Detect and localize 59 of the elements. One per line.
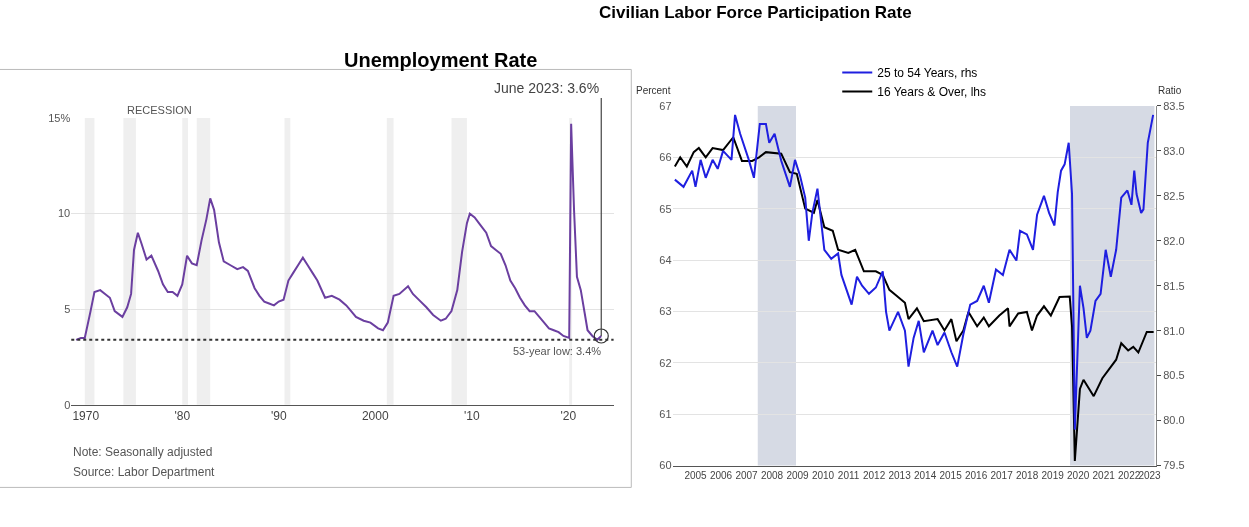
text: Note: Seasonally adjusted xyxy=(73,445,213,459)
x-tick-label: 2006 xyxy=(709,469,733,481)
y-tick-label: 64 xyxy=(659,253,672,266)
legend-label: 16 Years & Over, lhs xyxy=(877,85,986,100)
legend-label: 25 to 54 Years, rhs xyxy=(877,66,978,81)
y-axis-title: Percent xyxy=(636,85,671,96)
y-tick-label: 10 xyxy=(58,207,71,220)
x-tick-label: 2007 xyxy=(735,469,759,481)
x-tick-label: 2018 xyxy=(1016,469,1039,481)
x-tick-label: 2009 xyxy=(786,469,810,481)
y-tick-label: 65 xyxy=(659,202,672,215)
y2-tick-label: 82.5 xyxy=(1163,189,1185,202)
y2-tick-label: 79.5 xyxy=(1163,459,1185,472)
x-tick-label: 2013 xyxy=(888,469,912,481)
x-tick-label: 2023 xyxy=(1138,469,1162,481)
x-tick-label: 2015 xyxy=(939,469,963,481)
y-tick-label: 60 xyxy=(659,459,672,472)
y2-tick-label: 83.5 xyxy=(1163,99,1185,112)
x-tick-label: 2017 xyxy=(990,469,1014,481)
x-tick-label: 2008 xyxy=(760,469,784,481)
line-series xyxy=(673,113,1155,431)
source-note: Source: Labor Department xyxy=(73,465,216,479)
y-tick-label: 61 xyxy=(659,408,672,421)
x-tick-label: '20 xyxy=(560,409,577,424)
x-tick-label: 2021 xyxy=(1092,469,1116,481)
x-tick-label: 2005 xyxy=(684,469,708,481)
x-tick-label: 2000 xyxy=(361,409,389,424)
x-tick-label: '80 xyxy=(174,409,191,424)
y-tick-label: 66 xyxy=(659,151,672,164)
ref-line-label: 53-year low: 3.4% xyxy=(513,345,602,357)
x-tick-label: 2010 xyxy=(811,469,835,481)
x-tick-label: 2014 xyxy=(913,469,937,481)
x-tick-label: '90 xyxy=(270,409,287,424)
y-tick-label: 62 xyxy=(659,356,672,369)
text: RECESSION xyxy=(127,104,192,116)
x-tick-label: 2020 xyxy=(1067,469,1090,481)
x-tick-label: 1970 xyxy=(72,409,100,424)
y2-tick-label: 80.5 xyxy=(1163,369,1185,382)
y2-tick-label: 80.0 xyxy=(1163,414,1185,427)
x-tick-label: 2019 xyxy=(1041,469,1065,481)
x-tick-label: 2011 xyxy=(837,469,860,481)
y-tick-label: 15% xyxy=(48,111,71,124)
chart-title: Unemployment Rate xyxy=(344,49,538,71)
x-tick-label: 2012 xyxy=(862,469,886,481)
y2-tick-label: 81.0 xyxy=(1163,324,1185,337)
annotation: June 2023: 3.6% xyxy=(494,80,600,96)
y2-axis-title: Ratio xyxy=(1158,85,1182,96)
y2-tick-label: 82.0 xyxy=(1163,234,1185,247)
line-series xyxy=(673,136,1155,462)
x-tick-label: '10 xyxy=(463,409,480,424)
y2-tick-label: 83.0 xyxy=(1163,144,1185,157)
x-tick-label: 2022 xyxy=(1118,469,1141,481)
y-tick-label: 5 xyxy=(64,303,71,316)
y-tick-label: 63 xyxy=(659,305,672,318)
x-tick-label: 2016 xyxy=(964,469,988,481)
y-tick-label: 0 xyxy=(64,398,71,411)
y2-tick-label: 81.5 xyxy=(1163,279,1185,292)
y-tick-label: 67 xyxy=(659,99,672,112)
chart-title: Civilian Labor Force Participation Rate xyxy=(599,3,912,22)
